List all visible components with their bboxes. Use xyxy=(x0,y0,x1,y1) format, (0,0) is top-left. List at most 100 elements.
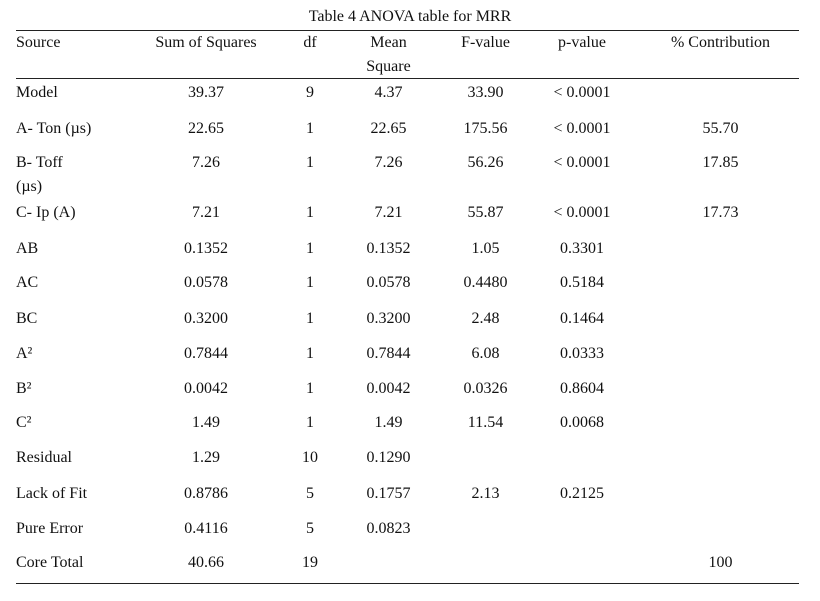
header-df: df xyxy=(303,34,317,51)
cell-sum-of-squares: 0.1352 xyxy=(184,240,228,257)
cell-f-value xyxy=(449,549,522,583)
cell-contribution: 100 xyxy=(708,554,733,571)
cell-source: Model xyxy=(16,84,58,101)
cell-mean-square: 4.37 xyxy=(374,84,403,101)
cell-sum-of-squares: 22.65 xyxy=(188,120,224,137)
cell-sum-of-squares: 0.7844 xyxy=(184,345,228,362)
cell-mean-square: 0.1757 xyxy=(366,485,411,502)
cell-f-value: 2.48 xyxy=(471,310,500,327)
cell-p-value: 0.0333 xyxy=(560,345,604,362)
cell-f-value: 6.08 xyxy=(471,345,500,362)
cell-sum-of-squares: 7.21 xyxy=(192,204,220,221)
table-body: Model 39.37 9 4.37 33.90 < 0.0001 A- Ton (µs) 2… xyxy=(16,79,799,583)
cell-p-value: < 0.0001 xyxy=(553,204,611,221)
table-row: C² 1.49 1 1.49 11.54 0.0068 xyxy=(16,409,799,444)
cell-mean-square: 0.7844 xyxy=(366,345,411,362)
cell-sum-of-squares: 0.4116 xyxy=(184,520,228,537)
cell-contribution xyxy=(642,515,799,549)
cell-source: Core Total xyxy=(16,554,84,571)
cell-df: 1 xyxy=(306,380,314,397)
cell-df: 1 xyxy=(306,154,314,171)
header-mean-square: Mean Square xyxy=(366,34,411,75)
top-rule xyxy=(16,30,799,31)
cell-df: 1 xyxy=(306,310,314,327)
cell-contribution: 17.85 xyxy=(702,154,739,171)
cell-p-value: 0.0068 xyxy=(560,414,604,431)
cell-df: 1 xyxy=(306,120,314,137)
cell-f-value: 2.13 xyxy=(471,485,500,502)
cell-p-value: 0.3301 xyxy=(560,240,604,257)
cell-f-value xyxy=(449,444,522,480)
cell-df: 10 xyxy=(302,449,318,466)
cell-source: BC xyxy=(16,310,38,327)
cell-sum-of-squares: 1.29 xyxy=(192,449,220,466)
source-label-wrap: B- Toff (µs) xyxy=(16,154,63,195)
cell-contribution xyxy=(642,79,799,115)
cell-f-value: 55.87 xyxy=(467,204,504,221)
table-row: Model 39.37 9 4.37 33.90 < 0.0001 xyxy=(16,79,799,115)
cell-source: C² xyxy=(16,414,32,431)
cell-source: A- Ton (µs) xyxy=(16,120,92,137)
cell-f-value: 11.54 xyxy=(467,414,504,431)
cell-p-value: < 0.0001 xyxy=(553,154,611,171)
anova-table: Source Sum of Squares df Mean Square F-v… xyxy=(16,31,799,583)
table-row: C- Ip (A) 7.21 1 7.21 55.87 < 0.0001 17.73 xyxy=(16,199,799,235)
header-contribution: % Contribution xyxy=(670,34,771,51)
table-row: Lack of Fit 0.8786 5 0.1757 2.13 0.2125 xyxy=(16,480,799,515)
cell-df: 1 xyxy=(306,204,314,221)
cell-mean-square: 0.0578 xyxy=(366,274,411,291)
cell-contribution xyxy=(642,375,799,409)
cell-source: Residual xyxy=(16,449,72,466)
cell-contribution xyxy=(642,409,799,444)
cell-p-value: 0.8604 xyxy=(560,380,604,397)
header-row: Source Sum of Squares df Mean Square F-v… xyxy=(16,31,799,79)
cell-p-value xyxy=(522,515,642,549)
cell-sum-of-squares: 0.3200 xyxy=(184,310,228,327)
cell-contribution: 55.70 xyxy=(702,120,739,137)
header-sum-of-squares: Sum of Squares xyxy=(155,34,257,51)
table-row: AB 0.1352 1 0.1352 1.05 0.3301 xyxy=(16,235,799,269)
header-source: Source xyxy=(16,34,61,51)
cell-sum-of-squares: 0.0042 xyxy=(184,380,228,397)
cell-f-value: 1.05 xyxy=(471,240,500,257)
header-p-value: p-value xyxy=(558,34,606,51)
header-f-value: F-value xyxy=(461,34,510,51)
cell-source: AC xyxy=(16,274,39,291)
table-row: BC 0.3200 1 0.3200 2.48 0.1464 xyxy=(16,305,799,340)
cell-source: Lack of Fit xyxy=(16,485,88,502)
cell-mean-square: 0.1352 xyxy=(366,240,411,257)
table-row: Residual 1.29 10 0.1290 xyxy=(16,444,799,480)
cell-p-value: 0.5184 xyxy=(560,274,604,291)
table-row: Core Total 40.66 19 100 xyxy=(16,549,799,583)
cell-sum-of-squares: 7.26 xyxy=(192,154,220,171)
cell-source: AB xyxy=(16,240,39,257)
cell-df: 1 xyxy=(306,240,314,257)
cell-p-value xyxy=(522,444,642,480)
cell-contribution xyxy=(642,340,799,375)
table-row: Pure Error 0.4116 5 0.0823 xyxy=(16,515,799,549)
cell-sum-of-squares: 1.49 xyxy=(192,414,220,431)
cell-f-value: 56.26 xyxy=(467,154,504,171)
cell-mean-square xyxy=(328,549,449,583)
cell-sum-of-squares: 40.66 xyxy=(188,554,224,571)
cell-contribution xyxy=(642,269,799,305)
cell-p-value: 0.1464 xyxy=(560,310,604,327)
cell-contribution xyxy=(642,444,799,480)
cell-df: 1 xyxy=(306,345,314,362)
cell-sum-of-squares: 0.8786 xyxy=(184,485,228,502)
cell-source: Pure Error xyxy=(16,520,84,537)
cell-p-value: < 0.0001 xyxy=(553,120,611,137)
cell-contribution: 17.73 xyxy=(702,204,739,221)
cell-source: C- Ip (A) xyxy=(16,204,76,221)
cell-source: B- Toff (µs) xyxy=(16,149,120,199)
table-row: B- Toff (µs) 7.26 1 7.26 56.26 < 0.0001 17.85 xyxy=(16,149,799,199)
header-rule xyxy=(16,78,799,79)
cell-mean-square: 0.0823 xyxy=(366,520,411,537)
cell-mean-square: 7.26 xyxy=(374,154,403,171)
cell-p-value xyxy=(522,549,642,583)
cell-f-value: 175.56 xyxy=(463,120,508,137)
cell-df: 19 xyxy=(302,554,318,571)
cell-sum-of-squares: 39.37 xyxy=(188,84,224,101)
cell-df: 1 xyxy=(306,274,314,291)
